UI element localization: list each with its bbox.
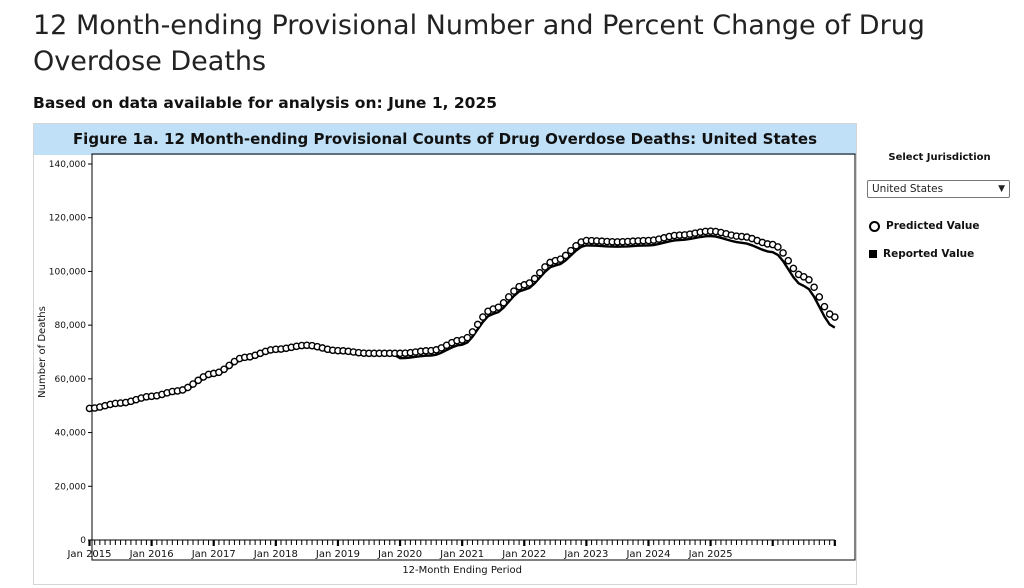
predicted-value-point (525, 279, 534, 287)
predicted-value-point (530, 274, 539, 283)
predicted-value-point (468, 328, 477, 336)
jurisdiction-select[interactable]: United States ▼ (867, 180, 1010, 198)
x-tick-label: Jan 2021 (439, 549, 484, 560)
x-tick-label: Jan 2019 (315, 549, 360, 560)
predicted-value-point (184, 383, 192, 392)
y-tick-label: 100,000 (49, 267, 86, 277)
x-tick-label: Jan 2018 (253, 549, 298, 560)
predicted-value-point (463, 333, 472, 342)
legend-reported-label: Reported Value (883, 248, 975, 260)
y-tick-label: 120,000 (49, 214, 86, 224)
predicted-value-point (220, 365, 228, 374)
x-tick-label: Jan 2022 (501, 549, 546, 560)
y-tick-label: 60,000 (55, 375, 87, 385)
y-tick-label: 20,000 (55, 482, 87, 492)
predicted-value-point (805, 275, 813, 284)
predicted-value-point (510, 287, 518, 295)
predicted-value-point (225, 361, 234, 370)
predicted-value-point (831, 313, 839, 321)
x-tick-label: Jan 2024 (625, 549, 670, 560)
predicted-value-point (189, 380, 197, 388)
x-tick-label: Jan 2025 (688, 549, 733, 560)
overdose-chart: 0 20,000 40,000 60,000 80,000 100,000 120,000 1… (37, 153, 856, 576)
predicted-value-point (567, 246, 575, 255)
x-axis-label: 12-Month Ending Period (402, 565, 522, 576)
predicted-value-point (499, 298, 508, 307)
predicted-value-point (194, 376, 202, 385)
x-tick-label: Jan 2017 (191, 549, 236, 560)
predicted-value-point (473, 320, 482, 329)
predicted-value-point (810, 283, 818, 292)
predicted-value-point (479, 313, 487, 321)
jurisdiction-value: United States (872, 183, 944, 195)
page-title: 12 Month-ending Provisional Number and P… (33, 10, 925, 77)
predicted-value-point (494, 303, 503, 312)
side-panel: Select Jurisdiction United States ▼ Pred… (867, 152, 1012, 260)
predicted-value-point (779, 249, 787, 257)
y-tick-label: 40,000 (55, 429, 87, 439)
y-tick-label: 140,000 (49, 160, 86, 170)
chevron-down-icon: ▼ (998, 184, 1005, 194)
square-marker-icon (869, 250, 877, 258)
x-tick-label: Jan 2023 (563, 549, 608, 560)
legend-predicted-label: Predicted Value (886, 220, 980, 232)
predicted-value-point (535, 268, 544, 277)
predicted-value-point (556, 255, 565, 263)
predicted-value-point (820, 302, 829, 311)
y-tick-label: 0 (80, 536, 86, 546)
figure-panel: Figure 1a. 12 Month-ending Provisional C… (33, 123, 857, 585)
predicted-value-point (789, 264, 798, 273)
y-tick-label: 80,000 (55, 321, 87, 331)
figure-title: Figure 1a. 12 Month-ending Provisional C… (34, 124, 856, 155)
legend-reported: Reported Value (869, 248, 974, 260)
plot-frame (91, 153, 856, 561)
circle-marker-icon (869, 220, 880, 232)
predicted-value-point (784, 256, 793, 265)
reported-value-line (89, 234, 836, 412)
predicted-value-point (561, 251, 570, 260)
jurisdiction-label: Select Jurisdiction (888, 152, 991, 163)
y-axis-label: Number of Deaths (37, 306, 48, 398)
x-tick-label: Jan 2015 (66, 549, 111, 560)
x-tick-label: Jan 2020 (377, 549, 422, 560)
predicted-value-point (504, 293, 513, 301)
data-date-subtitle: Based on data available for analysis on:… (33, 94, 498, 112)
predicted-value-point (541, 263, 549, 271)
predicted-value-point (815, 293, 824, 301)
x-tick-label: Jan 2016 (129, 549, 174, 560)
predicted-value-point (774, 243, 782, 251)
predicted-value-point (572, 241, 580, 250)
legend-predicted: Predicted Value (869, 220, 979, 232)
